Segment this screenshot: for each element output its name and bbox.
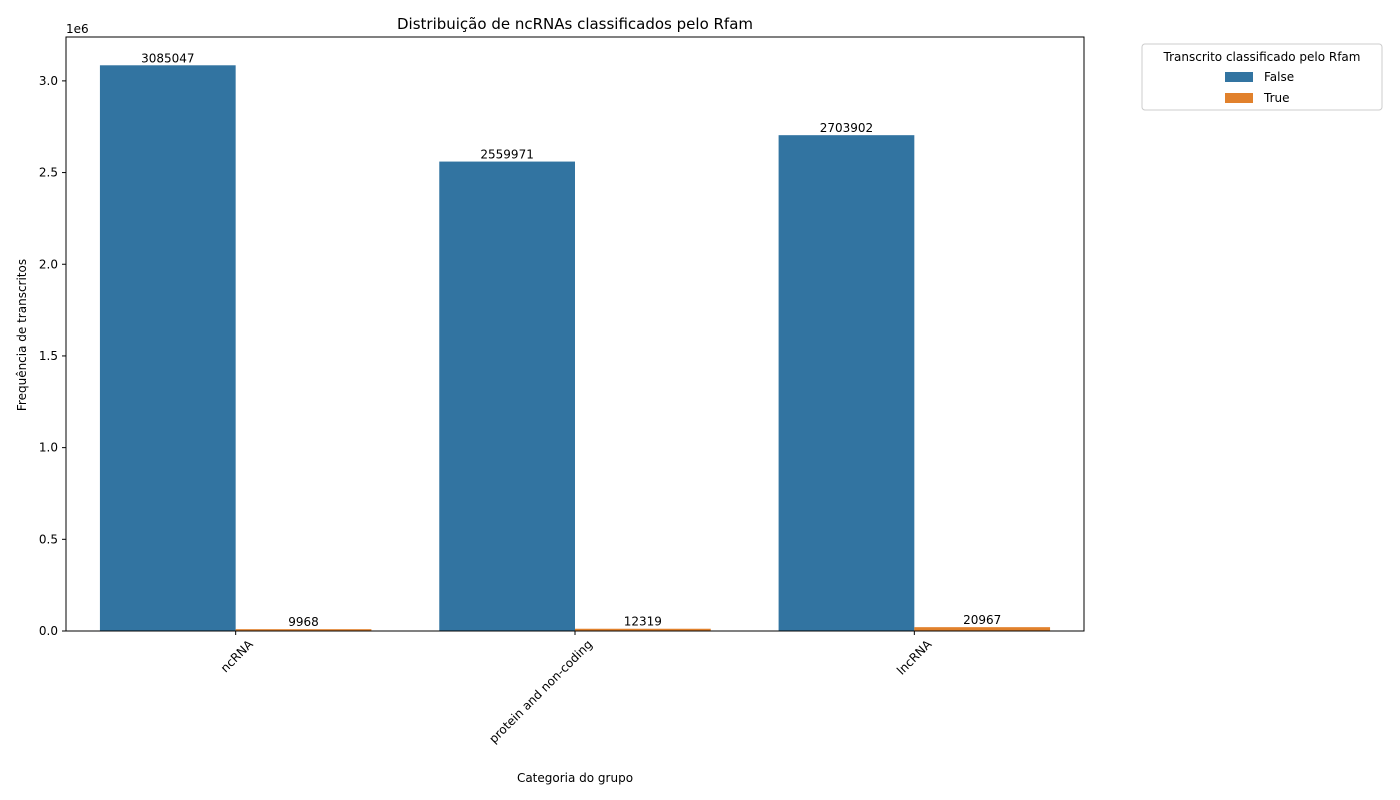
legend-swatch-true: [1225, 93, 1253, 103]
bar-value-label: 9968: [288, 615, 319, 629]
legend-swatch-false: [1225, 72, 1253, 82]
bar-value-label: 12319: [624, 615, 662, 629]
bar-value-label: 2559971: [480, 148, 533, 162]
bar-true-0: [235, 629, 372, 631]
bars-group: [99, 65, 1051, 632]
y-axis-label: Frequência de transcritos: [15, 259, 29, 411]
bar-value-label: 2703902: [820, 121, 873, 135]
bar-true-1: [575, 628, 711, 631]
y-tick-label: 1.5: [39, 349, 58, 363]
legend-label-false: False: [1264, 70, 1294, 84]
legend: Transcrito classificado pelo Rfam False T…: [1141, 43, 1383, 111]
plot-frame: [65, 36, 1085, 632]
bar-value-label: 3085047: [141, 51, 194, 65]
y-axis-offset-label: 1e6: [66, 22, 89, 36]
x-tick-label: lncRNA: [894, 637, 935, 678]
x-tick-label: ncRNA: [218, 637, 257, 676]
y-tick-label: 2.5: [39, 166, 58, 180]
y-tick-label: 3.0: [39, 74, 58, 88]
x-axis-ticks: ncRNA protein and non-coding lncRNA: [218, 631, 935, 746]
bar-false-2: [778, 135, 915, 631]
bar-false-1: [439, 161, 575, 631]
chart-title: Distribuição de ncRNAs classificados pel…: [397, 15, 753, 33]
legend-label-true: True: [1263, 91, 1290, 105]
x-tick-label: protein and non-coding: [486, 637, 595, 746]
y-tick-label: 0.5: [39, 532, 58, 546]
y-tick-label: 2.0: [39, 257, 58, 271]
y-tick-label: 0.0: [39, 624, 58, 638]
bar-value-labels: 3085047 9968 2559971 12319 2703902 20967: [141, 51, 1001, 629]
y-axis-ticks: 0.0 0.5 1.0 1.5 2.0 2.5 3.0: [39, 74, 66, 638]
y-tick-label: 1.0: [39, 441, 58, 455]
bar-true-2: [914, 627, 1051, 631]
legend-box: [1141, 43, 1383, 111]
bar-false-0: [99, 65, 236, 632]
bar-value-label: 20967: [963, 613, 1001, 627]
legend-title: Transcrito classificado pelo Rfam: [1163, 50, 1361, 64]
x-axis-label: Categoria do grupo: [517, 771, 633, 785]
